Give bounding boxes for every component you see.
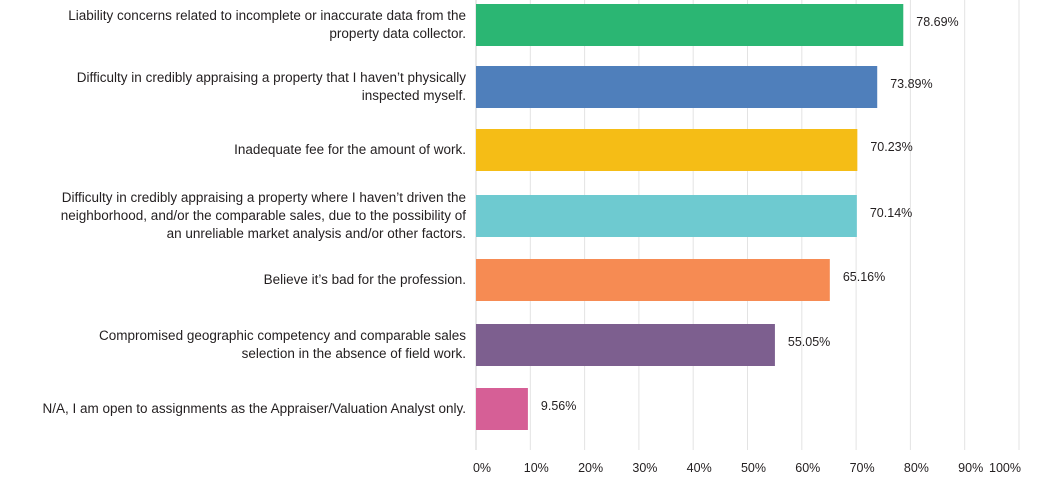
value-label: 70.14% [869, 206, 913, 220]
x-tick-label: 60% [795, 461, 821, 475]
value-label: 55.05% [787, 335, 831, 349]
category-label: N/A, I am open to assignments as the App… [42, 401, 466, 416]
x-tick-label: 80% [903, 461, 929, 475]
x-tick-label: 10% [523, 461, 549, 475]
bar [476, 388, 528, 430]
x-tick-label: 50% [740, 461, 767, 475]
category-label: Believe it’s bad for the profession. [263, 272, 466, 287]
x-tick-label: 20% [578, 461, 604, 475]
category-label: Compromised geographic competency and co… [99, 328, 466, 361]
x-tick-label: 0% [472, 461, 492, 475]
value-label: 70.23% [870, 140, 913, 154]
value-label: 65.16% [842, 270, 886, 284]
bar [476, 195, 857, 237]
bar [476, 66, 878, 108]
x-tick-label: 30% [632, 461, 658, 475]
x-tick-label: 100% [989, 461, 1021, 475]
bar [476, 4, 904, 46]
value-label: 78.69% [916, 15, 959, 29]
bar [476, 129, 858, 171]
value-label: 9.56% [540, 399, 577, 413]
x-tick-label: 70% [849, 461, 875, 475]
category-label: Difficulty in credibly appraising a prop… [60, 190, 466, 241]
x-tick-label: 90% [958, 461, 984, 475]
value-label: 73.89% [890, 77, 933, 91]
category-label: Difficulty in credibly appraising a prop… [76, 70, 466, 103]
bar [476, 259, 830, 301]
bar [476, 324, 775, 366]
x-tick-label: 40% [686, 461, 712, 475]
category-label: Liability concerns related to incomplete… [68, 8, 466, 41]
category-label: Inadequate fee for the amount of work. [234, 142, 466, 157]
